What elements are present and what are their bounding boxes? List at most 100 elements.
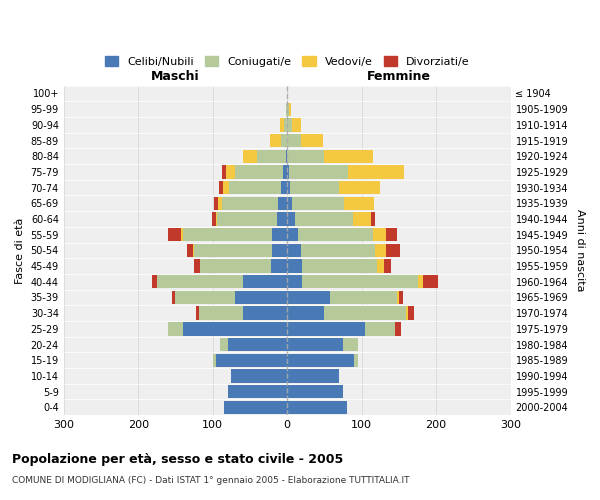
Bar: [287, 150, 325, 163]
Bar: [281, 134, 287, 147]
Bar: [406, 306, 408, 320]
Legend: Celibi/Nubili, Coniugati/e, Vedovi/e, Divorziati/e: Celibi/Nubili, Coniugati/e, Vedovi/e, Di…: [101, 52, 474, 72]
Bar: [194, 244, 272, 257]
Bar: [399, 291, 403, 304]
Bar: [183, 322, 287, 336]
Bar: [181, 228, 183, 241]
Bar: [287, 166, 289, 178]
Bar: [331, 291, 397, 304]
Bar: [286, 102, 287, 116]
Bar: [220, 181, 223, 194]
Bar: [193, 244, 194, 257]
Bar: [212, 212, 216, 226]
Bar: [287, 291, 331, 304]
Bar: [287, 338, 343, 351]
Bar: [286, 150, 287, 163]
Bar: [338, 181, 380, 194]
Bar: [227, 338, 287, 351]
Bar: [278, 196, 287, 210]
Bar: [235, 166, 283, 178]
Text: COMUNE DI MODIGLIANA (FC) - Dati ISTAT 1° gennaio 2005 - Elaborazione TUTTITALIA: COMUNE DI MODIGLIANA (FC) - Dati ISTAT 1…: [12, 476, 409, 485]
Bar: [220, 338, 227, 351]
Bar: [386, 244, 400, 257]
Bar: [242, 150, 257, 163]
Bar: [287, 306, 325, 320]
Bar: [214, 196, 218, 210]
Bar: [290, 181, 338, 194]
Bar: [395, 322, 401, 336]
Bar: [287, 118, 292, 132]
Bar: [218, 196, 223, 210]
Bar: [223, 166, 226, 178]
Bar: [298, 228, 373, 241]
Bar: [224, 400, 287, 414]
Bar: [223, 196, 278, 210]
Bar: [168, 228, 181, 241]
Bar: [168, 322, 183, 336]
Bar: [287, 134, 301, 147]
Bar: [213, 354, 217, 367]
Bar: [292, 196, 344, 210]
Bar: [271, 260, 287, 273]
Bar: [365, 322, 395, 336]
Bar: [287, 212, 295, 226]
Bar: [152, 275, 157, 288]
Bar: [302, 260, 377, 273]
Bar: [325, 306, 406, 320]
Bar: [287, 244, 301, 257]
Bar: [235, 291, 287, 304]
Bar: [272, 244, 287, 257]
Text: Popolazione per età, sesso e stato civile - 2005: Popolazione per età, sesso e stato civil…: [12, 452, 343, 466]
Bar: [348, 166, 404, 178]
Bar: [200, 260, 271, 273]
Bar: [183, 228, 272, 241]
Bar: [270, 134, 281, 147]
Bar: [242, 306, 287, 320]
Bar: [284, 118, 287, 132]
Bar: [386, 228, 397, 241]
Bar: [287, 400, 347, 414]
Bar: [353, 212, 371, 226]
Bar: [199, 306, 242, 320]
Bar: [287, 275, 302, 288]
Bar: [217, 212, 277, 226]
Bar: [172, 291, 175, 304]
Bar: [373, 228, 386, 241]
Bar: [226, 166, 235, 178]
Bar: [216, 212, 217, 226]
Bar: [289, 102, 291, 116]
Bar: [375, 244, 386, 257]
Bar: [157, 275, 242, 288]
Bar: [287, 228, 298, 241]
Bar: [194, 260, 200, 273]
Bar: [301, 134, 323, 147]
Bar: [289, 166, 348, 178]
Bar: [187, 244, 193, 257]
Bar: [424, 275, 439, 288]
Bar: [232, 369, 287, 382]
Bar: [175, 291, 235, 304]
Bar: [227, 385, 287, 398]
Bar: [384, 260, 391, 273]
Bar: [223, 181, 229, 194]
Bar: [418, 275, 424, 288]
Bar: [196, 306, 199, 320]
Bar: [287, 354, 354, 367]
Bar: [280, 118, 284, 132]
Bar: [283, 166, 287, 178]
Bar: [408, 306, 414, 320]
Bar: [371, 212, 375, 226]
Text: Maschi: Maschi: [151, 70, 200, 82]
Bar: [325, 150, 373, 163]
Bar: [287, 260, 302, 273]
Y-axis label: Anni di nascita: Anni di nascita: [575, 209, 585, 292]
Bar: [257, 150, 286, 163]
Bar: [287, 385, 343, 398]
Bar: [397, 291, 399, 304]
Bar: [277, 212, 287, 226]
Bar: [229, 181, 281, 194]
Bar: [287, 322, 365, 336]
Y-axis label: Fasce di età: Fasce di età: [15, 217, 25, 284]
Bar: [295, 212, 353, 226]
Bar: [287, 196, 292, 210]
